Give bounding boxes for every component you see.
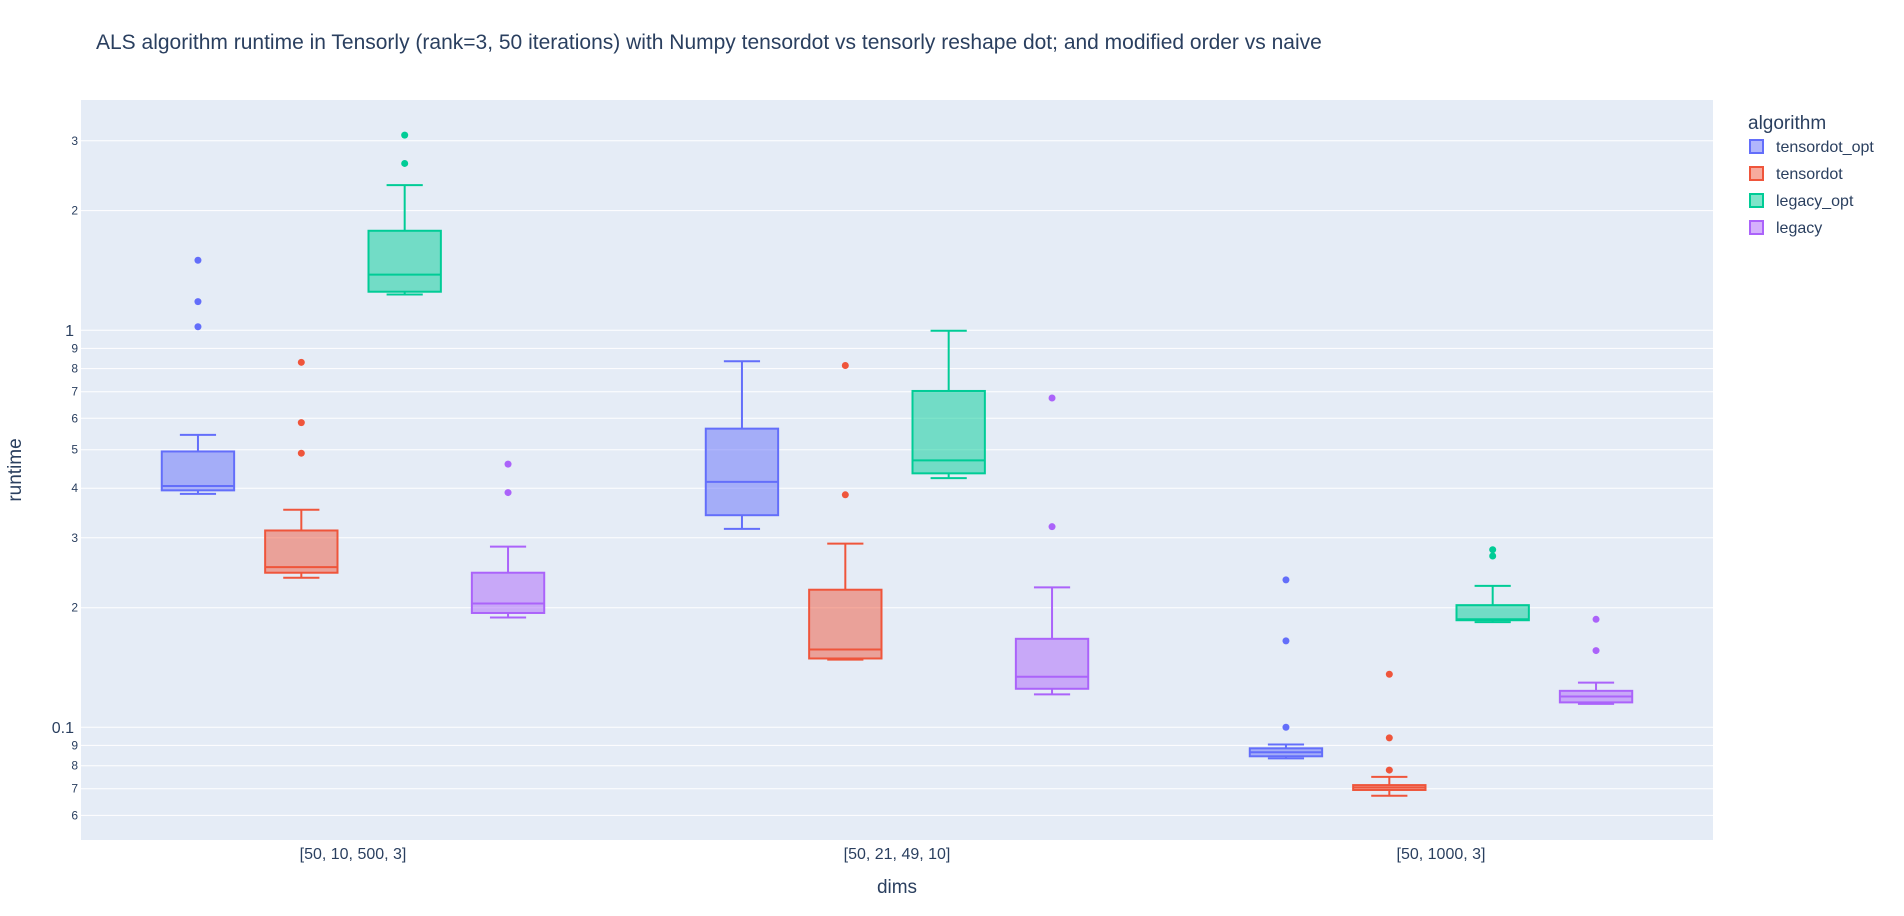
outlier-point[interactable]	[841, 491, 849, 499]
y-tick-label: 1	[65, 323, 74, 340]
legend-swatch	[1749, 139, 1764, 154]
legend-label: tensordot_opt	[1776, 139, 1874, 156]
outlier-point[interactable]	[1489, 552, 1497, 560]
box-legacy-1[interactable]	[1014, 394, 1090, 696]
y-tick-label: 8	[71, 362, 78, 376]
legend-item-tensordot_opt[interactable]: tensordot_opt	[1749, 139, 1874, 156]
chart-title: ALS algorithm runtime in Tensorly (rank=…	[96, 31, 1322, 54]
outlier-point[interactable]	[1489, 546, 1497, 554]
y-tick-label: 7	[71, 782, 78, 796]
gridlines	[81, 140, 1713, 816]
legend: algorithm tensordot_opt tensordot legacy_o…	[1748, 113, 1874, 237]
outlier-point[interactable]	[504, 460, 512, 468]
outlier-point[interactable]	[841, 361, 849, 369]
box-tensordot-1[interactable]	[808, 361, 883, 661]
outlier-point[interactable]	[194, 256, 202, 264]
y-tick-label: 3	[71, 134, 78, 148]
outlier-point[interactable]	[1048, 523, 1056, 531]
legend-label: legacy_opt	[1776, 193, 1854, 210]
legend-swatch	[1749, 193, 1764, 208]
box-legacy-2[interactable]	[1558, 615, 1634, 705]
box-iqr[interactable]	[264, 529, 339, 574]
legend-item-legacy[interactable]: legacy	[1749, 220, 1822, 237]
outlier-point[interactable]	[1282, 576, 1290, 584]
box-legacy_opt-1[interactable]	[911, 329, 986, 480]
legend-item-tensordot[interactable]: tensordot	[1749, 166, 1843, 183]
legend-title: algorithm	[1748, 113, 1826, 134]
box-iqr[interactable]	[1014, 637, 1090, 690]
outlier-point[interactable]	[1282, 637, 1290, 645]
box-legacy_opt-2[interactable]	[1455, 546, 1530, 624]
y-tick-label: 9	[71, 738, 78, 752]
outlier-point[interactable]	[1385, 766, 1393, 774]
y-tick-label: 3	[71, 531, 78, 545]
series-legacy[interactable]	[470, 394, 1634, 705]
box-tensordot-0[interactable]	[264, 358, 339, 579]
y-tick-label: 6	[71, 808, 78, 822]
outlier-point[interactable]	[1592, 615, 1600, 623]
y-tick-label: 2	[71, 601, 78, 615]
x-tick-label: [50, 21, 49, 10]	[844, 846, 951, 863]
outlier-point[interactable]	[401, 131, 409, 139]
box-legacy_opt-0[interactable]	[367, 131, 442, 296]
outlier-point[interactable]	[504, 489, 512, 497]
outlier-point[interactable]	[1385, 670, 1393, 678]
box-tensordot_opt-1[interactable]	[704, 360, 780, 530]
outlier-point[interactable]	[297, 419, 305, 427]
y-tick-label: 5	[71, 443, 78, 457]
x-tick-label: [50, 10, 500, 3]	[300, 846, 407, 863]
legend-swatch	[1749, 166, 1764, 181]
box-iqr[interactable]	[367, 229, 442, 293]
series-tensordot_opt[interactable]	[160, 256, 1324, 760]
box-iqr[interactable]	[704, 427, 780, 517]
outlier-point[interactable]	[297, 358, 305, 366]
box-iqr[interactable]	[1455, 604, 1530, 622]
y-tick-label: 6	[71, 411, 78, 425]
box-legacy-0[interactable]	[470, 460, 546, 619]
y-tick-label: 4	[71, 481, 78, 495]
outlier-point[interactable]	[1592, 647, 1600, 655]
outlier-point[interactable]	[297, 449, 305, 457]
legend-label: legacy	[1776, 220, 1822, 237]
outlier-point[interactable]	[194, 323, 202, 331]
legend-label: tensordot	[1776, 166, 1843, 183]
y-tick-label: 8	[71, 759, 78, 773]
y-tick-label: 9	[71, 341, 78, 355]
x-axis-title: dims	[877, 877, 917, 898]
y-axis-title: runtime	[5, 438, 26, 501]
series-legacy_opt[interactable]	[367, 131, 1530, 624]
y-tick-label: 0.1	[52, 720, 74, 737]
x-axis-ticks: [50, 10, 500, 3] [50, 21, 49, 10] [50, 100…	[300, 846, 1486, 863]
outlier-point[interactable]	[1282, 723, 1290, 731]
y-tick-label: 7	[71, 385, 78, 399]
box-tensordot_opt-2[interactable]	[1248, 576, 1324, 760]
y-tick-label: 2	[71, 204, 78, 218]
x-tick-label: [50, 1000, 3]	[1397, 846, 1486, 863]
outlier-point[interactable]	[194, 298, 202, 306]
box-iqr[interactable]	[470, 571, 546, 614]
box-iqr[interactable]	[808, 588, 883, 660]
plot-area	[81, 100, 1713, 840]
legend-swatch	[1749, 220, 1764, 235]
box-tensordot_opt-0[interactable]	[160, 256, 236, 495]
box-iqr[interactable]	[160, 450, 236, 492]
outlier-point[interactable]	[1385, 734, 1393, 742]
outlier-point[interactable]	[401, 159, 409, 167]
box-series[interactable]	[160, 131, 1634, 797]
series-tensordot[interactable]	[264, 358, 1427, 797]
outlier-point[interactable]	[1048, 394, 1056, 402]
box-tensordot-2[interactable]	[1352, 670, 1427, 797]
legend-item-legacy_opt[interactable]: legacy_opt	[1749, 193, 1854, 210]
